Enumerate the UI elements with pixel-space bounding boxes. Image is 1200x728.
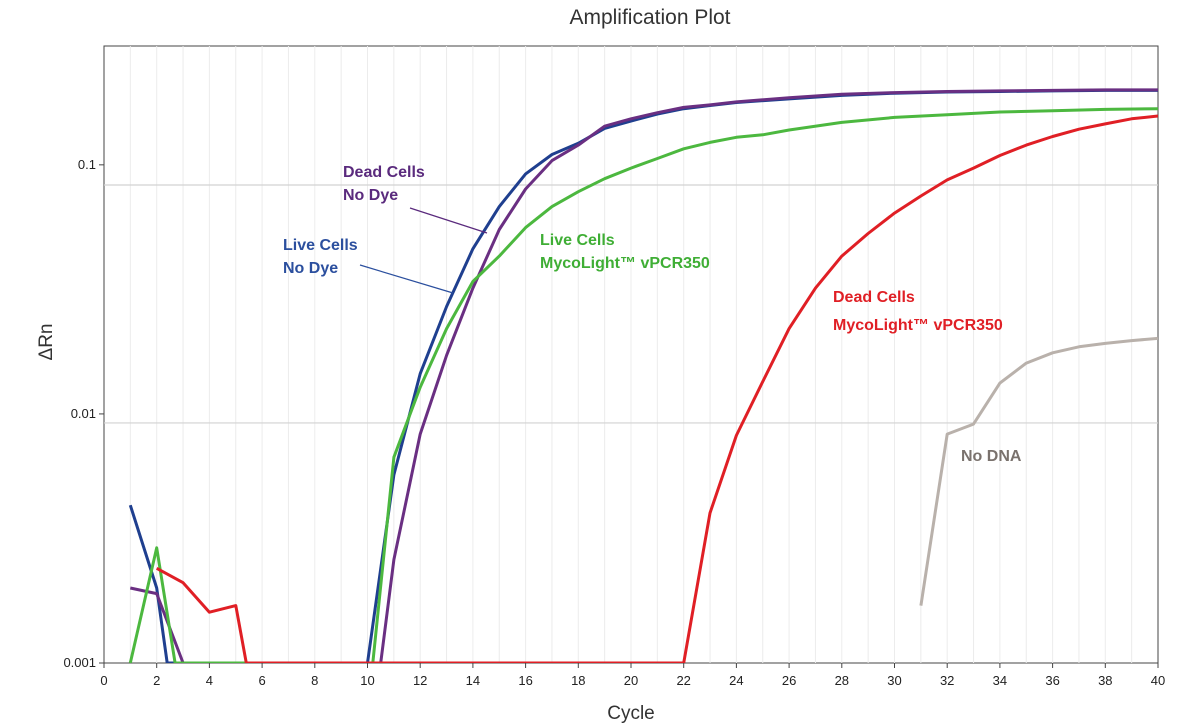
x-tick-label: 34 [993,673,1007,688]
series-annotation: Live Cells [540,232,615,249]
series-annotation: Live Cells [283,237,358,254]
series-line [129,88,1158,663]
x-tick-label: 26 [782,673,796,688]
x-tick-label: 22 [676,673,690,688]
y-tick-label: 0.001 [63,655,96,670]
x-tick-label: 10 [360,673,374,688]
x-axis-label: Cycle [607,703,655,724]
x-tick-label: 0 [100,673,107,688]
x-tick-label: 6 [258,673,265,688]
series-annotation: No DNA [961,448,1022,465]
x-tick-label: 8 [311,673,318,688]
series-layer [128,88,1158,663]
x-tick-label: 32 [940,673,954,688]
y-tick-label: 0.01 [71,406,96,421]
annotation-leaders [359,207,488,294]
annotations: Dead Cells No Dye Live Cells No Dye Live Cel… [283,164,1022,465]
series-line [155,114,1158,663]
x-tick-label: 38 [1098,673,1112,688]
y-axis-ticks: 0.001 0.01 0.1 [63,157,104,670]
series-annotation: MycoLight™ vPCR350 [833,317,1003,334]
x-tick-label: 12 [413,673,427,688]
series-annotation: Dead Cells [343,164,425,181]
x-tick-label: 40 [1151,673,1165,688]
series-line [128,107,1158,663]
series-annotation: No Dye [343,187,398,204]
series-annotation: MycoLight™ vPCR350 [540,255,710,272]
series-line [919,336,1158,606]
x-axis-ticks: 0 2 4 6 8 10 12 14 16 18 20 22 24 26 28 30 32 34 36 38 40 [100,663,1165,688]
x-tick-label: 28 [835,673,849,688]
threshold-lines [104,184,1158,424]
annotation-leader [409,207,488,234]
y-tick-label: 0.1 [78,157,96,172]
x-tick-label: 14 [466,673,480,688]
x-tick-label: 20 [624,673,638,688]
vertical-gridlines [129,46,1133,663]
x-tick-label: 24 [729,673,743,688]
annotation-leader [359,264,454,294]
x-tick-label: 18 [571,673,585,688]
x-tick-label: 4 [206,673,213,688]
x-tick-label: 2 [153,673,160,688]
chart-title: Amplification Plot [569,6,730,29]
y-axis-label: ΔRn [36,324,57,361]
series-annotation: No Dye [283,260,338,277]
x-tick-label: 36 [1045,673,1059,688]
series-annotation: Dead Cells [833,289,915,306]
x-tick-label: 16 [518,673,532,688]
x-tick-label: 30 [887,673,901,688]
